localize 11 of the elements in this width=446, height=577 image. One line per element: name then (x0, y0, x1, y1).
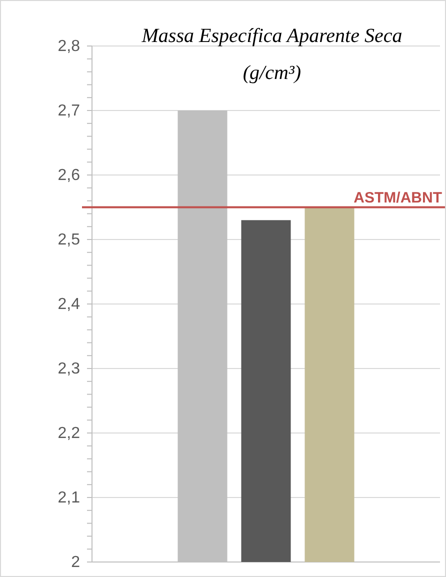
y-tick-label: 2,7 (58, 102, 80, 120)
ref-line-label: ASTM/ABNT (354, 189, 442, 206)
y-tick-label: 2,6 (58, 167, 80, 184)
y-tick-label: 2,1 (58, 490, 80, 507)
chart-title: Massa Específica Aparente Seca (g/cm³) (140, 25, 402, 84)
y-tick-label: 2,4 (58, 296, 80, 314)
y-tick-label: 2,3 (58, 360, 80, 378)
y-tick-label: 2,2 (58, 425, 80, 442)
y-tick-label: 2,8 (58, 38, 80, 56)
y-tick-label: 2,5 (58, 232, 80, 249)
y-tick-label: 2 (71, 554, 80, 572)
